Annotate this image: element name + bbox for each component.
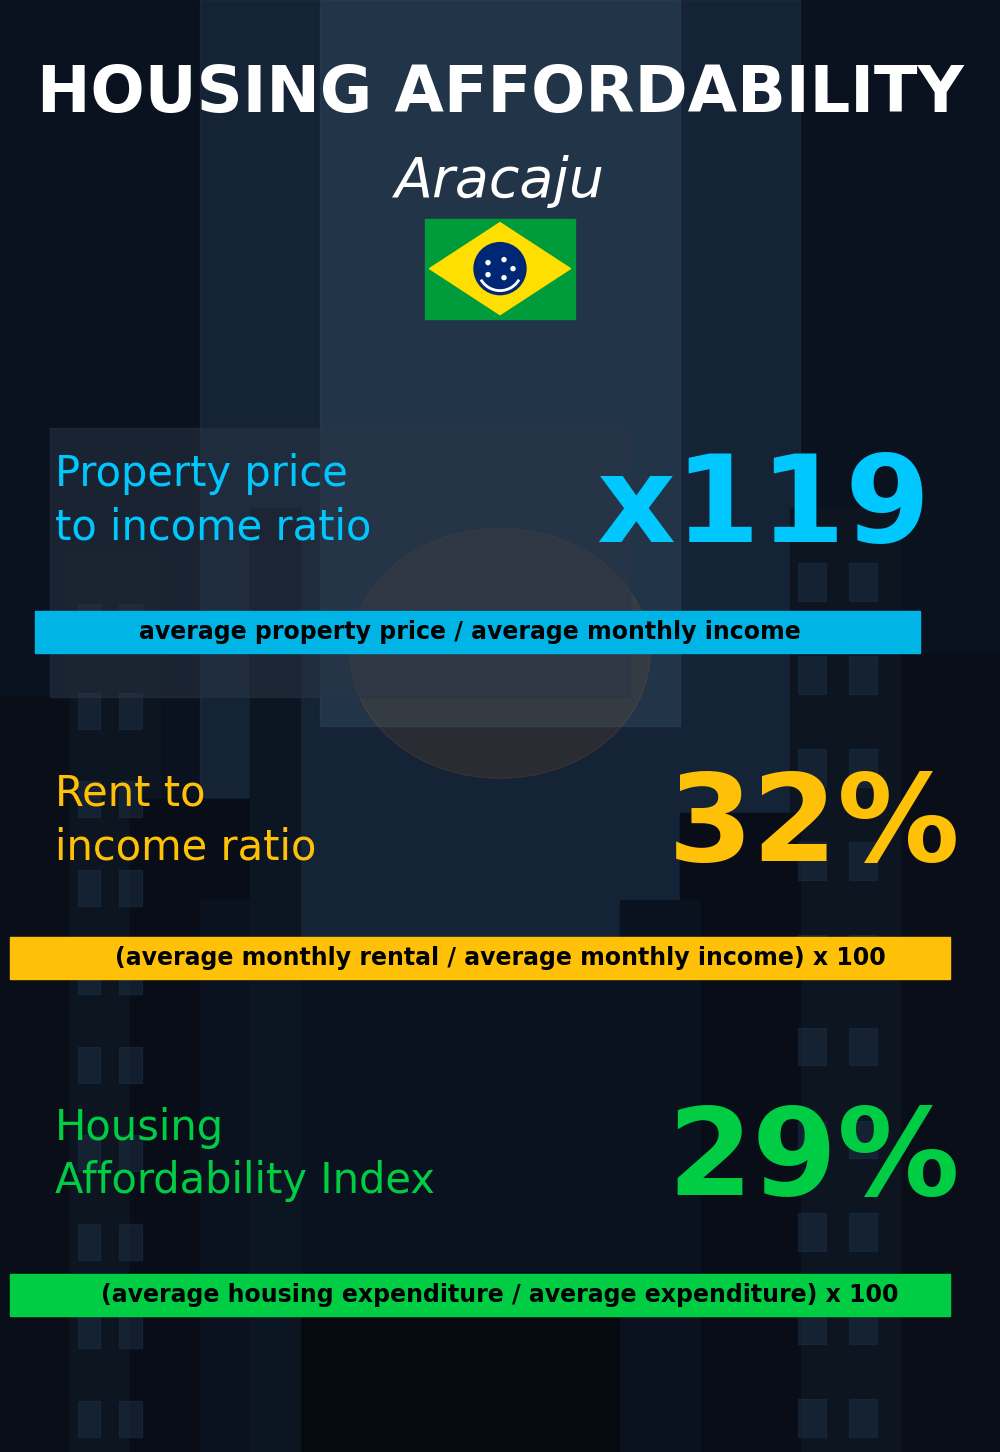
Bar — [10, 1275, 950, 1316]
Bar — [798, 1400, 826, 1437]
Text: Housing
Affordability Index: Housing Affordability Index — [55, 1106, 435, 1202]
Circle shape — [502, 276, 506, 280]
Bar — [119, 1135, 142, 1172]
Bar — [849, 1214, 876, 1252]
Bar — [35, 611, 920, 652]
Bar — [849, 935, 876, 973]
Text: Property price
to income ratio: Property price to income ratio — [55, 453, 371, 549]
Bar — [798, 1214, 826, 1252]
Bar — [78, 870, 100, 906]
Bar — [119, 1313, 142, 1349]
Bar — [0, 697, 110, 1452]
Bar — [119, 958, 142, 995]
Bar — [320, 0, 680, 726]
Circle shape — [486, 260, 490, 264]
Text: 29%: 29% — [667, 1104, 960, 1220]
Circle shape — [474, 242, 526, 295]
Bar — [798, 1028, 826, 1066]
Bar — [119, 781, 142, 817]
Bar — [78, 958, 100, 995]
Text: x119: x119 — [596, 450, 930, 566]
Bar — [78, 1047, 100, 1083]
Bar — [10, 938, 950, 979]
Bar — [119, 1401, 142, 1437]
Bar — [119, 1224, 142, 1260]
Bar — [130, 799, 250, 1452]
Bar — [798, 1307, 826, 1345]
Bar — [849, 1307, 876, 1345]
Bar — [880, 653, 1000, 1452]
Bar — [200, 0, 800, 944]
Bar — [849, 842, 876, 880]
Bar — [849, 749, 876, 787]
Bar — [119, 870, 142, 906]
Bar — [798, 749, 826, 787]
Bar — [0, 1278, 1000, 1452]
Bar — [849, 1121, 876, 1159]
Text: 32%: 32% — [667, 770, 960, 886]
Bar — [680, 813, 800, 1452]
Bar — [70, 552, 160, 1452]
Bar — [119, 1047, 142, 1083]
Text: HOUSING AFFORDABILITY: HOUSING AFFORDABILITY — [37, 64, 963, 125]
Text: (average housing expenditure / average expenditure) x 100: (average housing expenditure / average e… — [101, 1284, 899, 1307]
Bar — [78, 1313, 100, 1349]
Bar — [119, 693, 142, 729]
Bar — [78, 781, 100, 817]
Circle shape — [511, 267, 515, 270]
Text: Rent to
income ratio: Rent to income ratio — [55, 772, 316, 868]
Bar — [78, 604, 100, 640]
Bar — [798, 935, 826, 973]
Bar — [50, 428, 630, 697]
Bar — [620, 900, 700, 1452]
Bar — [790, 508, 900, 1452]
Text: Aracaju: Aracaju — [395, 155, 605, 208]
Bar — [78, 693, 100, 729]
Bar — [119, 604, 142, 640]
Bar — [425, 219, 575, 318]
Bar — [798, 563, 826, 601]
Circle shape — [486, 273, 490, 277]
Polygon shape — [430, 222, 570, 315]
Bar — [78, 1401, 100, 1437]
Bar — [849, 1028, 876, 1066]
Bar — [849, 656, 876, 694]
Bar — [798, 1121, 826, 1159]
Text: (average monthly rental / average monthly income) x 100: (average monthly rental / average monthl… — [115, 947, 885, 970]
Bar — [849, 563, 876, 601]
Ellipse shape — [350, 529, 650, 778]
Bar — [250, 508, 300, 1452]
Bar — [78, 1135, 100, 1172]
Text: average property price / average monthly income: average property price / average monthly… — [139, 620, 801, 643]
Bar — [798, 842, 826, 880]
Bar — [78, 1224, 100, 1260]
Bar — [849, 1400, 876, 1437]
Circle shape — [502, 257, 506, 261]
Bar — [200, 900, 270, 1452]
Bar — [798, 656, 826, 694]
